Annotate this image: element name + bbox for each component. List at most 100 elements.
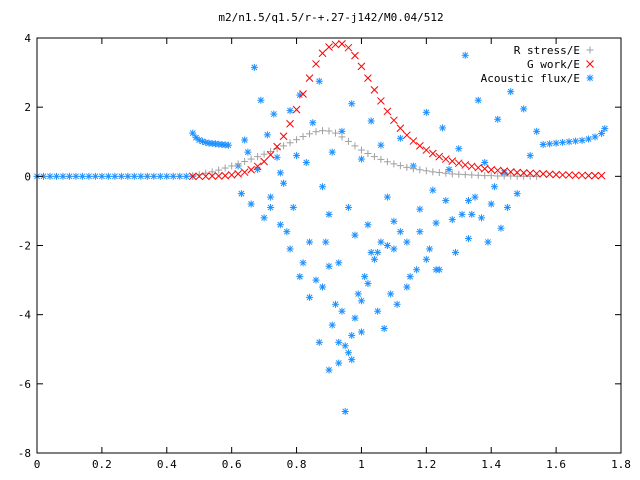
series-2	[33, 51, 609, 415]
data-point	[432, 219, 440, 227]
data-point	[344, 137, 352, 145]
data-point	[429, 168, 437, 176]
data-point	[221, 171, 230, 180]
data-point	[461, 51, 469, 59]
data-point	[403, 131, 411, 140]
data-point	[471, 193, 479, 201]
data-point	[403, 238, 411, 246]
data-point	[455, 145, 463, 153]
y-tick-label: -4	[18, 309, 32, 322]
data-point	[474, 163, 483, 172]
data-point	[296, 273, 304, 281]
data-point	[130, 172, 138, 180]
data-point	[250, 63, 258, 71]
data-point	[137, 172, 145, 180]
data-point	[354, 290, 362, 298]
data-point	[318, 49, 327, 58]
data-point	[409, 137, 418, 145]
data-point	[267, 203, 275, 211]
data-point	[325, 43, 333, 51]
data-point	[506, 167, 515, 176]
x-tick-label: 1.4	[481, 458, 501, 471]
data-point	[325, 262, 333, 270]
data-point	[601, 125, 609, 133]
data-point	[390, 116, 398, 125]
data-point	[461, 161, 470, 169]
data-point	[312, 60, 320, 68]
data-point	[266, 151, 275, 159]
data-point	[370, 255, 378, 263]
data-point	[224, 141, 232, 149]
data-point	[325, 210, 333, 218]
data-point	[306, 293, 314, 301]
data-point	[351, 51, 359, 60]
data-point	[390, 245, 398, 253]
data-point	[348, 356, 356, 364]
data-point	[325, 127, 333, 135]
data-point	[59, 172, 67, 180]
data-point	[448, 157, 457, 165]
data-point	[422, 146, 431, 154]
data-point	[292, 105, 301, 114]
data-point	[552, 170, 560, 179]
data-point	[286, 139, 294, 147]
data-point	[519, 169, 528, 177]
data-point	[545, 170, 554, 179]
data-point	[267, 193, 275, 201]
data-point	[328, 148, 336, 156]
data-point	[565, 171, 573, 179]
data-point	[383, 242, 391, 249]
data-point	[377, 238, 385, 246]
data-point	[480, 164, 489, 173]
data-point	[409, 165, 417, 173]
data-point	[72, 172, 80, 180]
data-point	[403, 163, 411, 171]
data-point	[319, 127, 327, 135]
data-point	[539, 170, 547, 178]
y-tick-label: 4	[24, 32, 31, 45]
data-point	[247, 165, 255, 174]
data-point	[195, 172, 204, 181]
data-point	[286, 245, 294, 253]
data-point	[331, 40, 340, 49]
data-point	[260, 157, 268, 166]
data-point	[377, 141, 385, 149]
data-point	[169, 172, 177, 180]
data-point	[263, 131, 271, 139]
data-point	[247, 200, 255, 208]
data-point	[39, 172, 47, 180]
data-point	[465, 235, 473, 243]
data-point	[348, 100, 356, 108]
x-tick-label: 1.6	[546, 458, 566, 471]
data-point	[357, 297, 365, 305]
data-point	[559, 138, 567, 146]
data-point	[500, 172, 508, 180]
data-point	[383, 158, 391, 166]
x-tick-label: 0	[34, 458, 41, 471]
data-point	[533, 127, 541, 135]
data-point	[260, 214, 268, 222]
data-point	[85, 172, 93, 180]
series-1	[188, 40, 606, 181]
y-tick-label: 2	[24, 101, 31, 114]
data-point	[432, 266, 440, 274]
y-tick-label: -6	[18, 378, 31, 391]
data-point	[104, 172, 112, 180]
data-point	[393, 300, 401, 308]
data-point	[377, 155, 385, 163]
data-point	[494, 172, 502, 180]
data-point	[260, 150, 268, 158]
data-point	[117, 172, 125, 180]
data-point	[468, 210, 476, 218]
data-point	[241, 157, 249, 165]
data-point	[305, 74, 314, 82]
data-point	[481, 159, 489, 166]
data-point	[429, 186, 437, 194]
data-point	[493, 166, 502, 175]
data-point	[467, 162, 476, 171]
data-point	[325, 366, 333, 374]
data-point	[202, 169, 210, 177]
axes: 0 0.2 0.4 0.6 0.8 1 1.2 1.4 1.6 1.8 4 2 0 -2 -4 -6 -8	[18, 32, 631, 471]
data-point	[306, 238, 314, 246]
